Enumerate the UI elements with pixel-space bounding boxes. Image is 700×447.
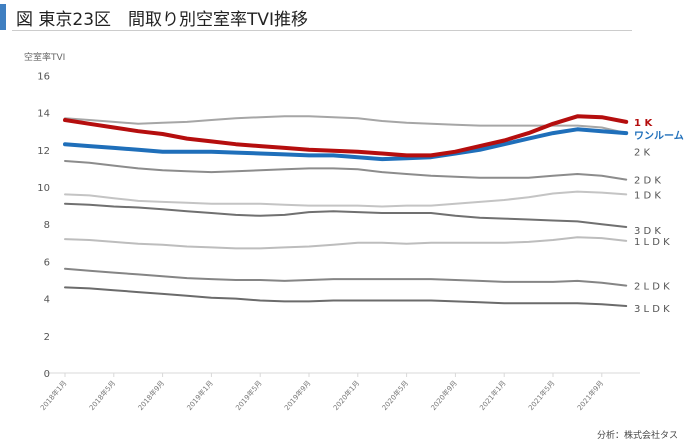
y-tick-label: 14 (37, 109, 50, 120)
y-tick-label: 4 (44, 295, 50, 306)
series-label: 1 D K (634, 190, 661, 201)
series-line-1 (64, 160, 628, 181)
x-tick-label: 2020年1月 (331, 379, 361, 413)
y-tick-label: 8 (44, 220, 50, 231)
series-line-7 (63, 127, 629, 162)
x-tick-label: 2018年1月 (38, 379, 68, 413)
series-line-4 (64, 236, 628, 250)
series-line-0 (64, 115, 628, 135)
y-tick-label: 16 (37, 71, 50, 82)
series-label: 1 L D K (634, 237, 670, 248)
series-label: 2 L D K (634, 282, 670, 293)
series-label: 2 D K (634, 176, 661, 187)
series-label: 2 K (634, 148, 651, 159)
y-tick-label: 12 (37, 146, 50, 157)
title-divider (12, 30, 632, 31)
x-tick-label: 2018年5月 (87, 379, 117, 413)
chart-title: 図 東京23区 間取り別空室率TVI推移 (16, 10, 309, 30)
source-note: 分析：株式会社タス (596, 431, 678, 441)
series-line-2 (64, 190, 628, 208)
series-label: 3 L D K (634, 304, 670, 315)
x-tick-label: 2019年9月 (282, 379, 312, 413)
x-tick-label: 2020年5月 (380, 379, 410, 413)
y-axis-label: 空室率TVI (24, 53, 66, 63)
x-tick-label: 2021年1月 (478, 379, 508, 413)
x-tick-label: 2020年9月 (429, 379, 459, 413)
series-line-3 (64, 202, 628, 228)
x-tick-label: 2019年5月 (234, 379, 264, 413)
y-tick-label: 2 (44, 332, 50, 343)
x-tick-label: 2019年1月 (185, 379, 215, 413)
series-label: ワンルーム (634, 130, 684, 142)
series-line-8 (63, 114, 629, 158)
x-tick-label: 2021年9月 (575, 379, 605, 413)
x-tick-label: 2021年5月 (526, 379, 556, 413)
y-tick-label: 6 (44, 257, 50, 268)
series-line-6 (64, 286, 628, 307)
y-tick-label: 0 (44, 369, 50, 380)
x-tick-label: 2018年9月 (136, 379, 166, 413)
series-label: 1 K (634, 118, 653, 129)
title-accent-bar (0, 4, 6, 30)
y-tick-label: 10 (37, 183, 50, 194)
series-line-5 (64, 267, 628, 287)
series-label: 3 D K (634, 226, 661, 237)
